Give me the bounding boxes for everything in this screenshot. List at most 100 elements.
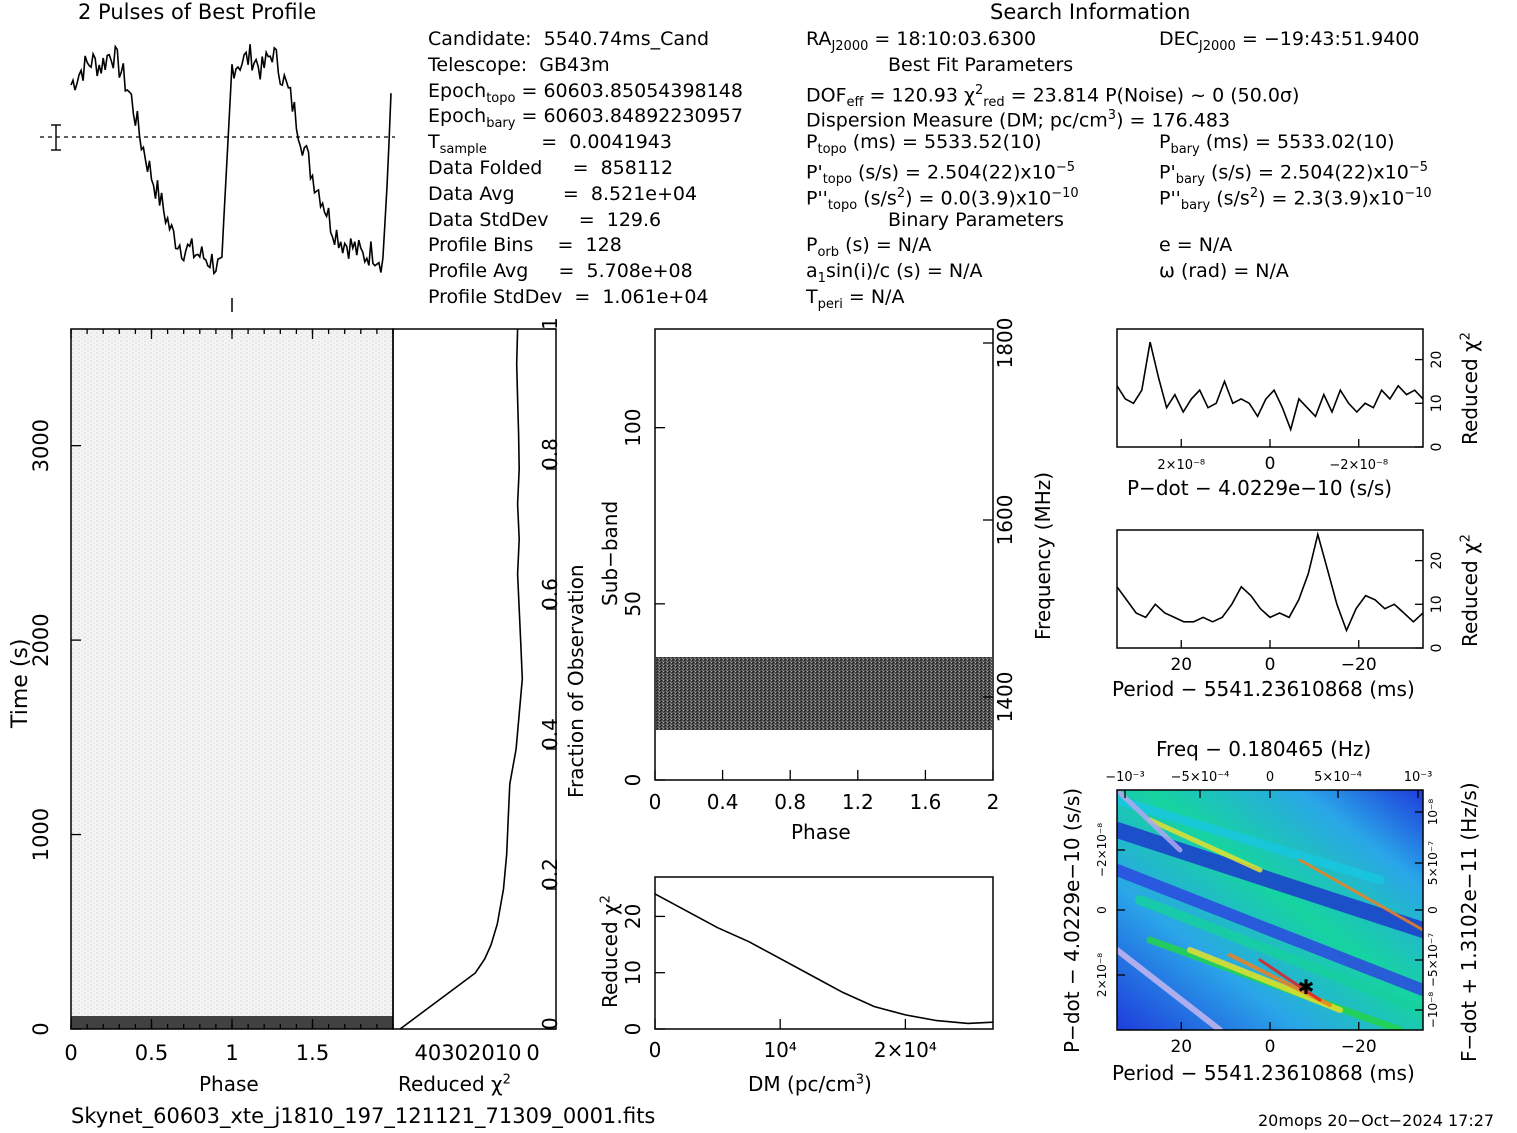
- best-fit-title: Best Fit Parameters: [888, 54, 1074, 76]
- pdot-panel: 2×10⁻⁸ 0 −2×10⁻⁸ 0 10 20: [1116, 328, 1445, 474]
- dm-axis-label: DM (pc/cm3): [748, 1072, 872, 1096]
- pddot-topo-line: P''topo (s/s2) = 0.0(3.9)x10−10: [806, 186, 1079, 214]
- info-line: Data StdDev = 129.6: [428, 208, 662, 231]
- ppdot-band: [1117, 790, 1183, 853]
- tick-label: 0.4: [538, 718, 562, 750]
- tick-label: 20: [1429, 552, 1445, 570]
- period-panel: 20 0 −20 0 10 20: [1116, 529, 1445, 675]
- tick-label: 10⁴: [763, 1038, 796, 1062]
- tick-label: 0: [1265, 454, 1276, 474]
- ppdot-panel: ✱ 20 0 −20 −10⁻³ −5×10⁻⁴ 0 5×10⁻⁴ 10⁻³ −2×10⁻⁸ 0 2…: [1095, 770, 1440, 1057]
- tick-label: 1.5: [296, 1041, 329, 1065]
- porb-line: Porb (s) = N/A: [806, 234, 932, 260]
- info-line: Profile Avg = 5.708e+08: [428, 260, 693, 283]
- profile-plot: [40, 44, 395, 276]
- tick-label: 1400: [993, 672, 1017, 723]
- pdot-topo-line: P'topo (s/s) = 2.504(22)x10−5: [806, 160, 1076, 188]
- tick-label: 10⁻⁸: [1426, 799, 1440, 826]
- ppdot-band: [1117, 947, 1223, 1030]
- tick-label: 0.4: [707, 790, 739, 814]
- tick-label: 2×10⁻⁸: [1095, 953, 1109, 997]
- tick-label: 2000: [29, 613, 53, 666]
- info-line: Profile StdDev = 1.061e+04: [428, 286, 709, 308]
- tick-label: −20: [1341, 655, 1377, 675]
- tick-label: 20: [621, 904, 645, 929]
- tick-label: −10⁻⁸: [1426, 992, 1440, 1029]
- ppdot-band: [1117, 795, 1385, 885]
- dm-panel: 0 10⁴ 2×10⁴ 0 10 20: [621, 876, 994, 1062]
- tick-label: 0: [1429, 644, 1445, 653]
- dof-line: DOFeff = 120.93 χ2red = 23.814 P(Noise) …: [806, 83, 1300, 111]
- timestamp: 20mops 20−Oct−2024 17:27: [1258, 1111, 1495, 1130]
- ppdot-band: [1117, 864, 1423, 996]
- freq-top-label: Freq − 0.180465 (Hz): [1156, 737, 1372, 761]
- info-line: Candidate: 5540.74ms_Cand: [428, 28, 710, 50]
- tick-label: 50: [621, 591, 645, 616]
- frequency-label: Frequency (MHz): [1031, 471, 1055, 640]
- tick-label: 0: [649, 1038, 662, 1062]
- tick-label: 0: [1429, 443, 1445, 452]
- tick-label: −5×10⁻⁴: [1171, 770, 1230, 785]
- redchi-fraction-panel: 40302010 000.20.40.60.81: [392, 317, 562, 1065]
- time-phase-panel: 0 0.5 1 1.5 0 1000 2000 3000: [29, 298, 394, 1065]
- best-marker: ✱: [1298, 975, 1315, 999]
- ra-line: RAJ2000 = 18:10:03.6300: [806, 28, 1037, 54]
- info-line: Data Folded = 858112: [428, 157, 674, 179]
- period-curve: [1116, 531, 1424, 633]
- dm-curve: [654, 893, 994, 1025]
- tick-label: 0.8: [538, 438, 562, 470]
- tick-label: 0: [1426, 906, 1440, 914]
- tick-label: 0: [64, 1041, 77, 1065]
- tick-label: 0: [29, 1022, 53, 1035]
- tick-label: 10⁻³: [1404, 770, 1433, 785]
- tick-label: 1: [538, 317, 562, 330]
- tick-label: 100: [621, 409, 645, 447]
- ptopo-line: Ptopo (ms) = 5533.52(10): [806, 131, 1042, 157]
- dm-line: Dispersion Measure (DM; pc/cm3) = 176.48…: [806, 108, 1231, 132]
- ppdot-pdot-label: P−dot − 4.0229e−10 (s/s): [1060, 787, 1084, 1053]
- pdot-bary-line: P'bary (s/s) = 2.504(22)x10−5: [1159, 160, 1429, 188]
- time-phase-heatmap: [71, 329, 393, 1029]
- pddot-bary-line: P''bary (s/s2) = 2.3(3.9)x10−10: [1159, 186, 1432, 214]
- dec-line: DECJ2000 = −19:43:51.9400: [1159, 28, 1420, 54]
- pdot-axis-label: P−dot − 4.0229e−10 (s/s): [1127, 476, 1393, 500]
- tick-label: 3000: [29, 419, 53, 472]
- time-label: Time (s): [8, 638, 33, 728]
- tick-label: 0: [1095, 906, 1109, 914]
- tick-label: 1800: [993, 318, 1017, 369]
- ppdot-period-label: Period − 5541.23610868 (ms): [1112, 1061, 1415, 1085]
- fraction-label: Fraction of Observation: [564, 564, 588, 798]
- ppdot-band: [1147, 817, 1263, 873]
- tick-label: 0.5: [135, 1041, 168, 1065]
- subband-heatmap: [656, 657, 992, 730]
- profile-title: 2 Pulses of Best Profile: [78, 0, 317, 24]
- info-line: Tsample = 0.0041943: [428, 131, 672, 157]
- info-line: Epochbary = 60603.84892230957: [428, 105, 743, 132]
- tick-label: 1600: [993, 495, 1017, 546]
- tick-label: −10⁻³: [1105, 770, 1145, 785]
- tick-label: 1.2: [842, 790, 874, 814]
- tperi-line: Tperi = N/A: [806, 286, 905, 312]
- tick-label: 10: [1429, 394, 1445, 412]
- tick-label: 10: [1429, 595, 1445, 613]
- tick-label: 1000: [29, 808, 53, 861]
- fdot-label: F−dot + 1.3102e−11 (Hz/s): [1457, 782, 1481, 1062]
- tick-label: 0: [526, 1041, 539, 1065]
- omega-line: ω (rad) = N/A: [1159, 260, 1289, 282]
- phase-label-left: Phase: [199, 1072, 259, 1096]
- ppdot-band: [1298, 858, 1423, 932]
- ppdot-band: [1117, 822, 1423, 938]
- search-title: Search Information: [990, 0, 1191, 24]
- tick-label: 5×10⁻⁷: [1426, 841, 1440, 885]
- tick-label: 1: [225, 1041, 238, 1065]
- tick-label: −2×10⁻⁸: [1095, 823, 1109, 877]
- tick-label: −5×10⁻⁷: [1426, 933, 1440, 987]
- info-line: Telescope: GB43m: [428, 53, 610, 76]
- tick-label: 0: [649, 790, 662, 814]
- subband-panel: 0 0.4 0.8 1.2 1.6 2 0 50 100 1400 1600 1800: [621, 318, 1017, 814]
- tick-label: 2×10⁻⁸: [1157, 458, 1205, 473]
- pdot-curve: [1116, 341, 1424, 433]
- a1-line: a1sin(i)/c (s) = N/A: [806, 260, 983, 286]
- period-redchi-label: Reduced χ2: [1458, 534, 1482, 647]
